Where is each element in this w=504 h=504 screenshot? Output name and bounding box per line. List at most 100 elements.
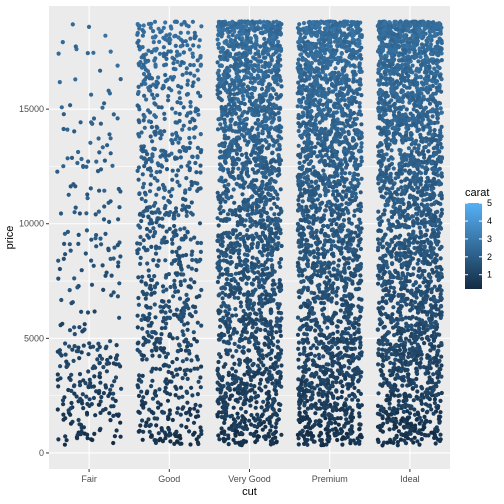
data-point (68, 184, 73, 189)
data-point (178, 385, 184, 390)
data-point (152, 341, 157, 347)
data-point (236, 440, 241, 445)
data-point (76, 417, 81, 423)
data-point (99, 242, 104, 247)
data-point (233, 433, 238, 438)
data-point (185, 111, 191, 116)
data-point (174, 53, 180, 58)
data-point (247, 99, 252, 104)
data-point (219, 164, 224, 169)
data-point (166, 198, 171, 203)
data-point (72, 383, 77, 388)
data-point (155, 263, 160, 268)
data-point (358, 246, 363, 252)
data-point (184, 209, 189, 214)
data-point (244, 122, 249, 127)
data-point (76, 345, 81, 350)
data-point (166, 272, 171, 277)
data-point (266, 131, 272, 136)
data-point (216, 359, 221, 365)
data-point (182, 20, 187, 25)
data-point (259, 26, 264, 31)
data-point (254, 370, 259, 375)
data-point (268, 62, 273, 67)
data-point (148, 422, 153, 427)
data-point (148, 323, 153, 328)
data-point (266, 371, 272, 376)
data-point (295, 315, 301, 320)
data-point (72, 129, 77, 134)
data-point (241, 314, 246, 320)
data-point (342, 310, 347, 315)
data-point (264, 293, 269, 298)
data-point (278, 282, 283, 287)
data-point (161, 319, 166, 324)
data-point (325, 200, 330, 205)
data-point (196, 112, 201, 117)
data-point (241, 76, 247, 81)
data-point (217, 260, 222, 265)
data-point (229, 208, 234, 213)
data-point (61, 164, 66, 169)
data-point (277, 260, 282, 265)
data-point (91, 116, 97, 121)
data-point (216, 45, 221, 51)
data-point (241, 438, 246, 443)
data-point (148, 25, 153, 30)
data-point (108, 339, 113, 344)
data-point (170, 132, 175, 137)
data-point (265, 247, 270, 252)
data-point (176, 35, 181, 40)
data-point (182, 226, 187, 231)
data-point (259, 123, 264, 128)
data-point (175, 179, 180, 184)
data-point (224, 351, 229, 356)
data-point (342, 184, 347, 189)
data-point (256, 188, 261, 193)
data-point (77, 325, 82, 330)
data-point (173, 110, 178, 115)
data-point (339, 379, 344, 384)
data-point (136, 84, 141, 89)
data-point (175, 100, 180, 105)
data-point (234, 348, 239, 354)
data-point (222, 117, 227, 122)
data-point (260, 182, 265, 187)
data-point (239, 430, 244, 436)
data-point (246, 290, 251, 295)
data-point (271, 278, 276, 283)
data-point (274, 392, 279, 397)
data-point (242, 223, 247, 228)
data-point (248, 383, 253, 388)
data-point (254, 275, 259, 280)
data-point (266, 390, 271, 395)
data-point (154, 124, 159, 129)
data-point (325, 325, 330, 330)
data-point (96, 402, 101, 407)
data-point (85, 192, 90, 197)
data-point (261, 420, 267, 425)
data-point (156, 431, 161, 436)
data-point (218, 149, 223, 154)
data-point (255, 73, 260, 78)
data-point (84, 228, 89, 233)
data-point (277, 278, 282, 283)
data-point (197, 38, 202, 43)
data-point (326, 340, 332, 345)
data-point (300, 337, 305, 342)
data-point (255, 363, 261, 368)
data-point (145, 261, 150, 266)
data-point (152, 113, 157, 118)
data-point (153, 102, 158, 107)
data-point (249, 25, 254, 30)
data-point (230, 366, 235, 371)
data-point (244, 166, 250, 171)
data-point (271, 102, 276, 107)
data-point (269, 206, 274, 211)
data-point (136, 177, 141, 182)
data-point (72, 210, 77, 215)
data-point (259, 414, 264, 419)
data-point (187, 429, 192, 434)
data-point (67, 328, 73, 333)
data-point (198, 53, 203, 59)
